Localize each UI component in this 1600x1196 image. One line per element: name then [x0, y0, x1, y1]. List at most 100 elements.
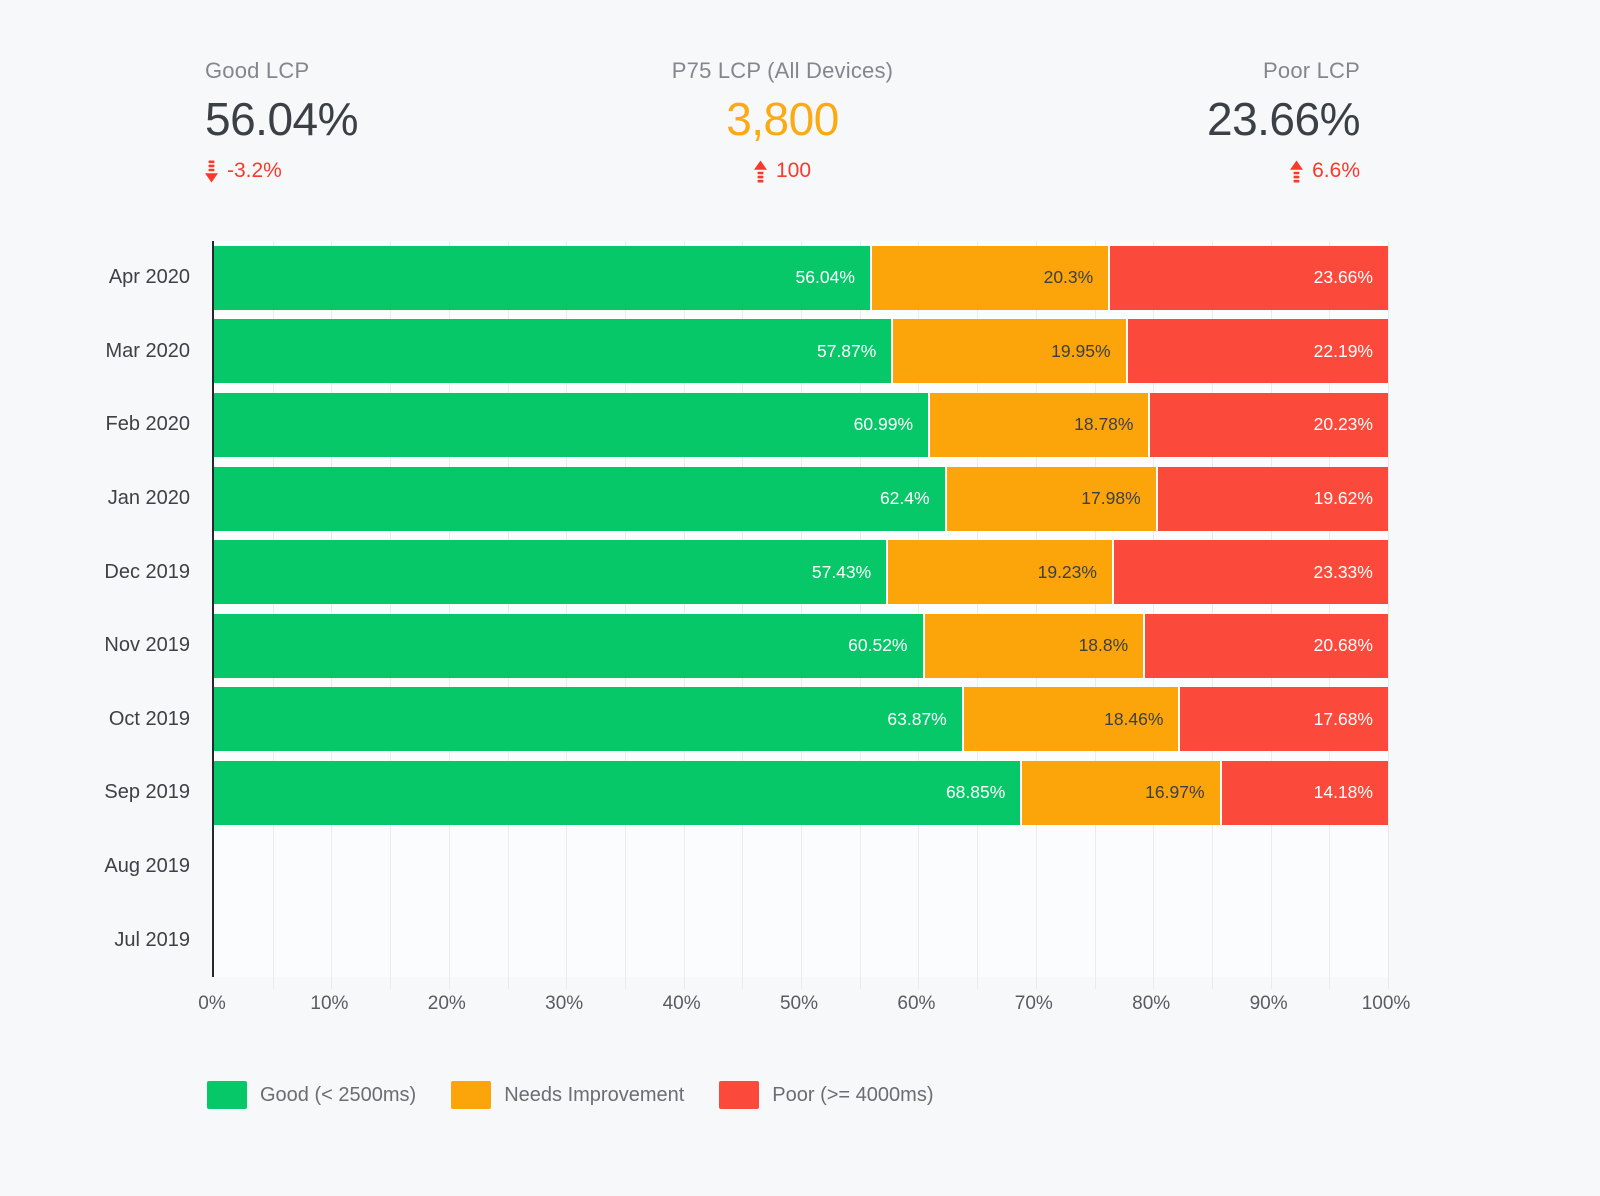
bar-value-label: 17.68%	[1313, 708, 1373, 729]
bar-segment[interactable]: 56.04%	[214, 245, 872, 310]
bar-segment[interactable]: 16.97%	[1022, 760, 1222, 825]
bar-value-label: 18.78%	[1074, 414, 1134, 435]
gridline	[1388, 241, 1389, 989]
stacked-bar: 62.4% 17.98% 19.62%	[214, 466, 1388, 531]
bar-segment[interactable]: 17.98%	[946, 466, 1158, 531]
bar-segment[interactable]: 20.23%	[1150, 392, 1388, 457]
y-axis-label: Mar 2020	[105, 339, 191, 362]
bar-segment[interactable]: 19.23%	[888, 540, 1114, 605]
bar-segment[interactable]: 14.18%	[1221, 760, 1388, 825]
chart-row: Jul 2019	[114, 903, 1388, 977]
bar-value-label: 60.52%	[848, 635, 908, 656]
legend-item[interactable]: Poor (>= 4000ms)	[719, 1081, 933, 1109]
bar-segment[interactable]: 19.62%	[1157, 466, 1388, 531]
bar-segment[interactable]: 63.87%	[214, 687, 964, 752]
y-axis-label: Sep 2019	[104, 781, 190, 804]
bar-value-label: 56.04%	[795, 267, 855, 288]
kpi-label: P75 LCP (All Devices)	[671, 58, 894, 83]
lcp-stacked-bar-chart: Apr 2020 56.04% 20.3% 23.66% Mar 2020 57.87% 1…	[104, 241, 1389, 989]
bar-value-label: 63.87%	[887, 708, 947, 729]
kpi-delta-value: 6.6%	[1312, 159, 1360, 182]
kpi-label: Poor LCP	[1263, 58, 1360, 83]
y-axis-label: Oct 2019	[108, 707, 190, 730]
bar-segment[interactable]: 20.3%	[871, 245, 1111, 310]
trend-up-icon	[753, 160, 767, 183]
bar-value-label: 57.87%	[816, 340, 877, 361]
chart-row: Mar 2020 57.87% 19.95% 22.19%	[106, 315, 1388, 389]
bar-segment[interactable]: 18.46%	[963, 687, 1181, 752]
legend-item[interactable]: Needs Improvement	[451, 1081, 684, 1109]
bar-value-label: 20.68%	[1313, 635, 1373, 656]
chart-row: Jan 2020 62.4% 17.98% 19.62%	[108, 462, 1388, 536]
x-axis-label: 30%	[545, 993, 584, 1014]
bar-value-label: 17.98%	[1081, 488, 1141, 509]
bar-value-label: 14.18%	[1313, 782, 1373, 803]
bar-value-label: 19.23%	[1037, 561, 1097, 582]
x-axis-label: 10%	[310, 993, 349, 1014]
chart-row: Apr 2020 56.04% 20.3% 23.66%	[109, 241, 1388, 315]
x-axis-label: 70%	[1014, 993, 1053, 1014]
chart-rows: Apr 2020 56.04% 20.3% 23.66% Mar 2020 57.87% 1…	[104, 241, 1388, 977]
stacked-bar: 68.85% 16.97% 14.18%	[214, 760, 1388, 825]
kpi-delta: -3.2%	[205, 159, 590, 183]
bar-segment[interactable]: 18.8%	[924, 613, 1146, 678]
chart-row: Aug 2019	[104, 830, 1388, 904]
y-axis-label: Feb 2020	[105, 413, 190, 436]
bar-segment[interactable]: 68.85%	[214, 760, 1023, 825]
bar-value-label: 60.99%	[853, 414, 914, 435]
chart-row: Nov 2019 60.52% 18.8% 20.68%	[104, 609, 1388, 683]
bar-segment[interactable]: 19.95%	[893, 319, 1128, 384]
stacked-bar: 56.04% 20.3% 23.66%	[214, 245, 1388, 310]
kpi-p75-lcp: P75 LCP (All Devices) 3,800 100	[590, 58, 975, 183]
kpi-delta: 100	[590, 159, 975, 183]
kpi-label: Good LCP	[205, 58, 310, 83]
bar-segment[interactable]: 57.43%	[214, 540, 889, 605]
bar-segment[interactable]: 18.78%	[930, 392, 1151, 457]
trend-up-icon	[1290, 160, 1304, 183]
chart-row: Oct 2019 63.87% 18.46% 17.68%	[109, 683, 1388, 757]
bar-value-label: 16.97%	[1145, 782, 1205, 803]
y-axis-label: Apr 2020	[108, 266, 190, 289]
legend-item[interactable]: Good (< 2500ms)	[207, 1081, 416, 1109]
chart-row: Sep 2019 68.85% 16.97% 14.18%	[104, 756, 1388, 830]
y-axis-label: Jul 2019	[114, 928, 190, 951]
bar-value-label: 20.3%	[1043, 267, 1094, 288]
kpi-value: 3,800	[726, 93, 839, 145]
legend-label: Poor (>= 4000ms)	[772, 1083, 934, 1106]
bar-value-label: 23.66%	[1313, 267, 1373, 288]
bar-segment[interactable]: 17.68%	[1180, 687, 1388, 752]
x-axis: 0% 10% 20% 30% 40% 50% 60% 70% 80% 90% 100%	[198, 993, 1410, 1019]
bar-segment[interactable]: 20.68%	[1145, 613, 1388, 678]
legend-swatch-icon	[451, 1081, 492, 1109]
bar-segment[interactable]: 57.87%	[214, 319, 894, 384]
x-axis-label: 40%	[662, 993, 701, 1014]
y-axis-label: Jan 2020	[107, 487, 190, 510]
bar-segment[interactable]: 23.66%	[1110, 245, 1388, 310]
bar-value-label: 18.8%	[1078, 635, 1129, 656]
legend-label: Needs Improvement	[504, 1083, 685, 1106]
chart-row: Feb 2020 60.99% 18.78% 20.23%	[105, 388, 1388, 462]
stacked-bar: 57.87% 19.95% 22.19%	[214, 319, 1388, 384]
kpi-delta-value: 100	[775, 159, 812, 182]
x-axis-label: 50%	[779, 993, 819, 1014]
kpi-delta-value: -3.2%	[227, 159, 282, 182]
x-axis-label: 20%	[427, 993, 466, 1014]
kpi-row: Good LCP 56.04% -3.2% P75 LCP (All Devic…	[0, 0, 1600, 183]
bar-value-label: 23.33%	[1313, 561, 1373, 582]
bar-segment[interactable]: 60.99%	[214, 392, 931, 457]
bar-segment[interactable]: 23.33%	[1113, 540, 1388, 605]
bar-segment[interactable]: 62.4%	[214, 466, 947, 531]
bar-value-label: 22.19%	[1313, 340, 1373, 361]
chart-row: Dec 2019 57.43% 19.23% 23.33%	[104, 535, 1388, 609]
bar-value-label: 19.95%	[1051, 340, 1111, 361]
legend-label: Good (< 2500ms)	[260, 1083, 417, 1106]
chart-legend: Good (< 2500ms) Needs Improvement Poor (>=…	[207, 1081, 1600, 1109]
bar-segment[interactable]: 22.19%	[1127, 319, 1388, 384]
bar-value-label: 68.85%	[945, 782, 1006, 803]
bar-segment[interactable]: 60.52%	[214, 613, 925, 678]
x-axis-label: 80%	[1132, 993, 1171, 1014]
trend-down-icon	[205, 160, 218, 183]
kpi-value: 56.04%	[205, 93, 359, 145]
kpi-delta: 6.6%	[975, 159, 1360, 183]
bar-value-label: 18.46%	[1104, 708, 1164, 729]
